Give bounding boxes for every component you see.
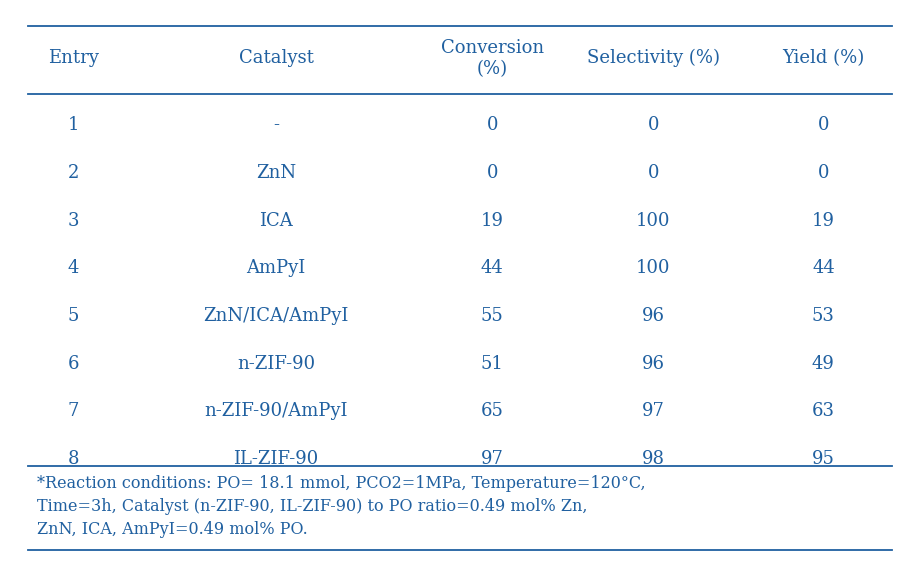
Text: 98: 98 xyxy=(641,450,664,468)
Text: ZnN, ICA, AmPyI=0.49 mol% PO.: ZnN, ICA, AmPyI=0.49 mol% PO. xyxy=(37,521,307,538)
Text: Entry: Entry xyxy=(48,49,99,67)
Text: IL-ZIF-90: IL-ZIF-90 xyxy=(233,450,318,468)
Text: 55: 55 xyxy=(481,307,503,325)
Text: 0: 0 xyxy=(486,164,497,182)
Text: 0: 0 xyxy=(817,116,828,134)
Text: ZnN: ZnN xyxy=(255,164,296,182)
Text: Time=3h, Catalyst (n-ZIF-90, IL-ZIF-90) to PO ratio=0.49 mol% Zn,: Time=3h, Catalyst (n-ZIF-90, IL-ZIF-90) … xyxy=(37,498,586,515)
Text: 2: 2 xyxy=(68,164,79,182)
Text: 97: 97 xyxy=(641,403,664,420)
Text: 6: 6 xyxy=(68,355,79,372)
Text: 7: 7 xyxy=(68,403,79,420)
Text: Conversion
(%): Conversion (%) xyxy=(440,39,543,77)
Text: -: - xyxy=(273,116,278,134)
Text: 100: 100 xyxy=(635,260,670,277)
Text: 0: 0 xyxy=(647,116,658,134)
Text: 65: 65 xyxy=(481,403,503,420)
Text: ICA: ICA xyxy=(259,212,292,229)
Text: ZnN/ICA/AmPyI: ZnN/ICA/AmPyI xyxy=(203,307,348,325)
Text: *Reaction conditions: PO= 18.1 mmol, PCO2=1MPa, Temperature=120°C,: *Reaction conditions: PO= 18.1 mmol, PCO… xyxy=(37,474,645,492)
Text: 96: 96 xyxy=(641,307,664,325)
Text: 44: 44 xyxy=(811,260,834,277)
Text: 51: 51 xyxy=(481,355,503,372)
Text: Catalyst: Catalyst xyxy=(238,49,313,67)
Text: 4: 4 xyxy=(68,260,79,277)
Text: 96: 96 xyxy=(641,355,664,372)
Text: 19: 19 xyxy=(481,212,504,229)
Text: 8: 8 xyxy=(68,450,79,468)
Text: n-ZIF-90/AmPyI: n-ZIF-90/AmPyI xyxy=(204,403,347,420)
Text: 0: 0 xyxy=(647,164,658,182)
Text: 100: 100 xyxy=(635,212,670,229)
Text: 44: 44 xyxy=(481,260,503,277)
Text: 53: 53 xyxy=(811,307,834,325)
Text: 19: 19 xyxy=(811,212,834,229)
Text: 95: 95 xyxy=(811,450,834,468)
Text: Yield (%): Yield (%) xyxy=(781,49,864,67)
Text: 3: 3 xyxy=(68,212,79,229)
Text: Selectivity (%): Selectivity (%) xyxy=(586,49,719,68)
Text: 0: 0 xyxy=(817,164,828,182)
Text: 49: 49 xyxy=(811,355,834,372)
Text: 97: 97 xyxy=(481,450,503,468)
Text: n-ZIF-90: n-ZIF-90 xyxy=(237,355,314,372)
Text: 63: 63 xyxy=(811,403,834,420)
Text: 0: 0 xyxy=(486,116,497,134)
Text: AmPyI: AmPyI xyxy=(246,260,305,277)
Text: 1: 1 xyxy=(68,116,79,134)
Text: 5: 5 xyxy=(68,307,79,325)
